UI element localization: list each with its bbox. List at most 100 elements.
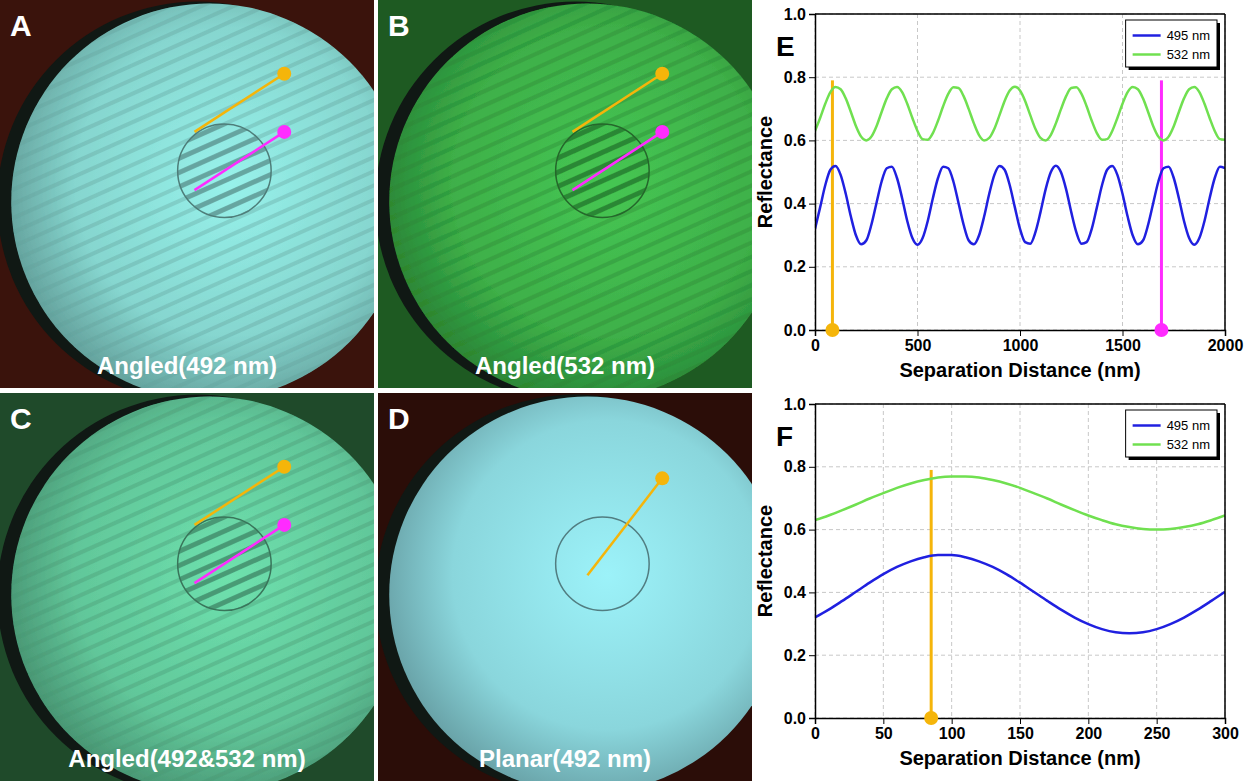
fringe — [378, 65, 752, 291]
chart: 0501001502002503000.00.20.40.60.81.0Sepa… — [754, 396, 1239, 769]
fringe — [0, 0, 374, 220]
x-grid-line — [883, 404, 884, 718]
fringe — [13, 612, 374, 781]
fringe — [8, 600, 374, 781]
fringe — [465, 386, 752, 389]
fringe — [0, 0, 374, 208]
fringes — [0, 0, 374, 388]
legend-label: 495 nm — [1167, 28, 1210, 43]
pin-line — [194, 467, 284, 525]
x-tick-mark — [1088, 718, 1089, 724]
x-tick: 50 — [875, 718, 893, 742]
pin-line — [587, 478, 662, 575]
fringe — [35, 660, 374, 781]
fringe — [378, 136, 752, 362]
y-tick-mark — [809, 592, 815, 593]
y-tick-mark — [809, 467, 815, 468]
x-tick-mark — [1157, 718, 1158, 724]
pin-dot — [277, 460, 291, 474]
fringes — [0, 393, 374, 781]
legend: 495 nm 532 nm — [1126, 20, 1220, 70]
fringe — [439, 326, 752, 388]
fringe — [378, 0, 736, 77]
fringe — [465, 386, 752, 389]
fringe — [66, 731, 374, 781]
fringe — [24, 636, 374, 781]
legend-label: 532 nm — [1167, 47, 1210, 62]
fringe — [378, 0, 746, 101]
fringe — [87, 779, 374, 781]
fringe — [378, 0, 752, 172]
fringe — [0, 393, 326, 399]
fringe — [0, 0, 358, 77]
x-grid-line — [1020, 14, 1021, 330]
x-tick: 150 — [1007, 718, 1034, 742]
fringe — [0, 393, 363, 482]
photo — [378, 0, 752, 388]
fringe — [402, 243, 752, 388]
y-tick-label: 0.4 — [784, 584, 806, 601]
fringe — [423, 290, 752, 388]
fringe — [378, 124, 752, 350]
y-tick-label: 0.6 — [784, 132, 806, 149]
plot-frame — [1224, 14, 1226, 330]
fringe — [61, 719, 374, 781]
y-tick-label: 0.8 — [784, 458, 806, 475]
fringe — [418, 279, 752, 388]
fringe — [61, 719, 374, 781]
x-tick-mark — [1020, 718, 1021, 724]
x-tick-label: 150 — [1007, 725, 1034, 742]
fringe — [0, 41, 374, 267]
fringe — [50, 695, 374, 781]
fringe — [378, 77, 752, 303]
fringe — [0, 505, 374, 731]
y-tick-mark — [809, 267, 815, 268]
fringe — [8, 207, 374, 388]
y-tick: 1.0 — [784, 396, 815, 413]
fringe — [0, 112, 374, 338]
legend-swatch — [1133, 443, 1161, 446]
fringe — [40, 672, 374, 781]
fringe — [0, 0, 331, 18]
y-tick-label: 0.4 — [784, 195, 806, 212]
fringe — [56, 707, 374, 781]
fringe — [0, 0, 374, 172]
fringe — [418, 279, 752, 388]
x-tick-label: 300 — [1212, 725, 1239, 742]
fringe — [40, 672, 374, 781]
legend-label: 495 nm — [1167, 418, 1210, 433]
panel-letter: E — [776, 31, 795, 62]
fringe — [0, 77, 374, 303]
fringe — [0, 393, 374, 542]
pin-line — [194, 132, 284, 190]
fringe — [0, 393, 374, 518]
fringe — [29, 255, 374, 388]
x-tick-mark — [952, 718, 953, 724]
fringe — [0, 148, 374, 374]
fringe — [423, 290, 752, 388]
fringe — [50, 695, 374, 781]
plot-frame — [815, 403, 1225, 405]
plot-marks — [815, 80, 1225, 330]
y-tick-mark — [809, 330, 815, 331]
fringe — [40, 279, 374, 388]
fringe — [0, 393, 342, 435]
fringe — [378, 0, 752, 137]
x-axis: 050100150200250300 — [811, 718, 1239, 742]
y-tick: 0.2 — [784, 258, 815, 275]
y-tick: 0.8 — [784, 69, 815, 86]
fringe — [29, 255, 374, 388]
fringe — [413, 267, 752, 388]
x-tick-label: 250 — [1144, 725, 1171, 742]
chart: 05001000150020000.00.20.40.60.81.0Separa… — [754, 6, 1243, 381]
fringe — [378, 29, 752, 255]
fringe — [0, 0, 347, 54]
panel-caption: Angled(492 nm) — [97, 352, 277, 379]
fringe — [3, 588, 374, 781]
marker-line — [930, 470, 933, 718]
marker-dot — [1154, 323, 1168, 337]
y-grid-line — [815, 592, 1225, 593]
fringe — [0, 29, 374, 255]
x-tick: 2000 — [1208, 330, 1244, 354]
fringe — [0, 493, 374, 719]
